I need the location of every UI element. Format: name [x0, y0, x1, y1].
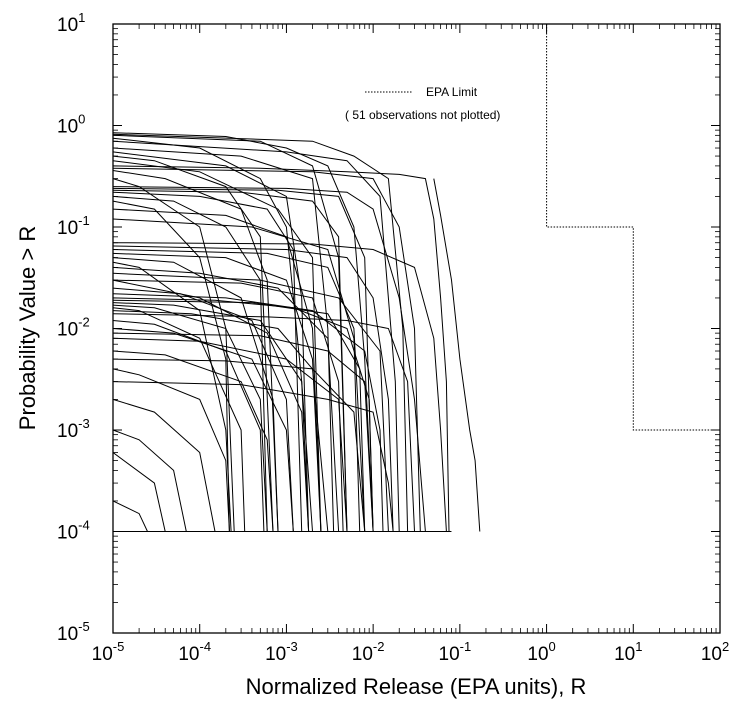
y-tick-label: 10-2 — [57, 315, 90, 341]
series-line-24 — [112, 249, 366, 532]
x-tick-label: 101 — [614, 639, 642, 665]
series-line-36 — [112, 304, 268, 532]
series-line-23 — [112, 245, 394, 532]
series-line-44 — [112, 358, 366, 532]
series-line-10 — [112, 165, 450, 532]
series-line-15 — [112, 187, 374, 532]
series-line-49 — [112, 439, 166, 532]
series-line-35 — [112, 302, 310, 532]
series-line-34 — [112, 299, 366, 532]
y-tick-label: 101 — [57, 10, 85, 36]
series-line-39 — [112, 313, 415, 532]
series-line-31 — [112, 287, 294, 532]
series-line-37 — [112, 307, 246, 532]
y-tick-labels: 10-5 10-4 10-3 10-2 10-1 100 101 — [57, 10, 90, 645]
y-tick-label: 100 — [57, 112, 85, 138]
series-line-22 — [112, 242, 447, 532]
tick-marks — [112, 23, 721, 634]
series-line-51 — [112, 279, 310, 532]
series-line-2 — [112, 133, 409, 532]
series-line-33 — [112, 297, 374, 532]
series-line-11 — [112, 167, 421, 532]
series-line-13 — [112, 178, 235, 532]
series-line-1 — [112, 132, 374, 532]
x-tick-label: 10-5 — [92, 639, 125, 665]
series-line-8 — [112, 155, 274, 532]
legend: EPA Limit ( 51 observations not plotted) — [345, 85, 500, 122]
series-line-40 — [112, 320, 265, 532]
series-line-9 — [112, 160, 322, 532]
series-line-25 — [112, 252, 322, 532]
x-tick-label: 102 — [701, 639, 729, 665]
series-line-47 — [112, 398, 216, 532]
series-line-41 — [112, 328, 294, 532]
series-line-27 — [112, 261, 232, 532]
x-tick-label: 10-4 — [178, 639, 211, 665]
series-line-14 — [112, 186, 426, 532]
series-line-30 — [112, 279, 344, 532]
series-line-5 — [112, 140, 400, 532]
x-tick-label: 100 — [527, 639, 555, 665]
series-line-6 — [112, 147, 335, 532]
legend-note: ( 51 observations not plotted) — [345, 108, 500, 122]
series-line-52 — [112, 332, 374, 532]
series-line-4 — [112, 137, 313, 532]
series-line-26 — [112, 257, 279, 532]
series-line-28 — [112, 266, 340, 532]
series-group — [112, 132, 481, 532]
y-tick-label: 10-5 — [57, 619, 90, 645]
x-tick-label: 10-2 — [352, 639, 385, 665]
series-line-16 — [112, 189, 348, 532]
series-line-42 — [112, 337, 348, 532]
y-tick-label: 10-3 — [57, 416, 90, 442]
series-line-29 — [112, 272, 389, 532]
series-line-43 — [112, 350, 274, 532]
x-tick-labels: 10-5 10-4 10-3 10-2 10-1 100 101 102 — [92, 639, 730, 665]
series-line-48 — [112, 429, 187, 532]
y-axis-title: Probability Value > R — [15, 226, 40, 430]
series-line-19 — [112, 200, 230, 532]
epa-limit-group — [546, 24, 720, 431]
series-line-drop — [433, 178, 481, 532]
x-axis-title: Normalized Release (EPA units), R — [246, 674, 587, 699]
x-tick-label: 10-3 — [265, 639, 298, 665]
series-line-46 — [112, 381, 394, 532]
series-line-45 — [112, 368, 230, 532]
series-line-38 — [112, 310, 329, 532]
x-tick-label: 10-1 — [439, 639, 472, 665]
legend-epa-label: EPA Limit — [426, 85, 478, 99]
series-line-7 — [112, 151, 310, 532]
series-line-50 — [112, 470, 148, 532]
series-line-21 — [112, 218, 361, 532]
y-tick-label: 10-4 — [57, 518, 90, 544]
epa-limit-line — [546, 24, 720, 431]
y-tick-label: 10-1 — [57, 213, 90, 239]
